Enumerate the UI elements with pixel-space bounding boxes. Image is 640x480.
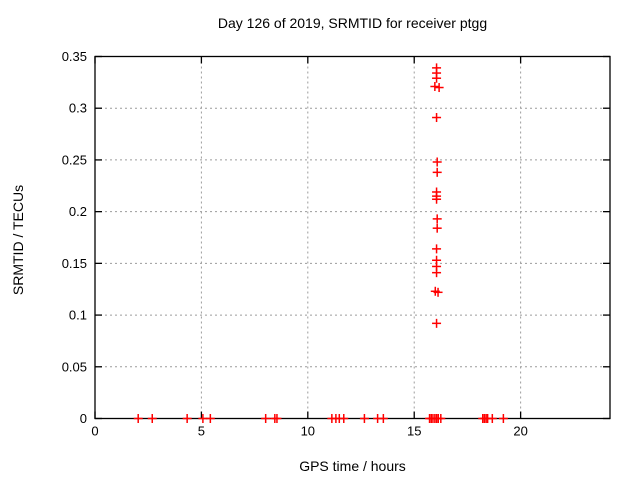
plot-border [94, 55, 611, 420]
chart-title: Day 126 of 2019, SRMTID for receiver ptg… [217, 15, 488, 31]
y-tick-label: 0.35 [62, 49, 87, 64]
x-tick-label: 0 [91, 424, 98, 439]
x-tick-label: 15 [407, 424, 421, 439]
y-tick-label: 0.3 [69, 101, 87, 116]
x-tick-label: 5 [198, 424, 205, 439]
x-tick-label: 20 [513, 424, 527, 439]
x-tick-label: 10 [301, 424, 315, 439]
y-tick-label: 0.15 [62, 256, 87, 271]
y-tick-label: 0.05 [62, 359, 87, 374]
y-tick-label: 0.2 [69, 204, 87, 219]
y-tick-label: 0 [80, 411, 87, 426]
y-tick-label: 0.1 [69, 308, 87, 323]
y-tick-label: 0.25 [62, 152, 87, 167]
x-axis-label: GPS time / hours [299, 458, 406, 474]
